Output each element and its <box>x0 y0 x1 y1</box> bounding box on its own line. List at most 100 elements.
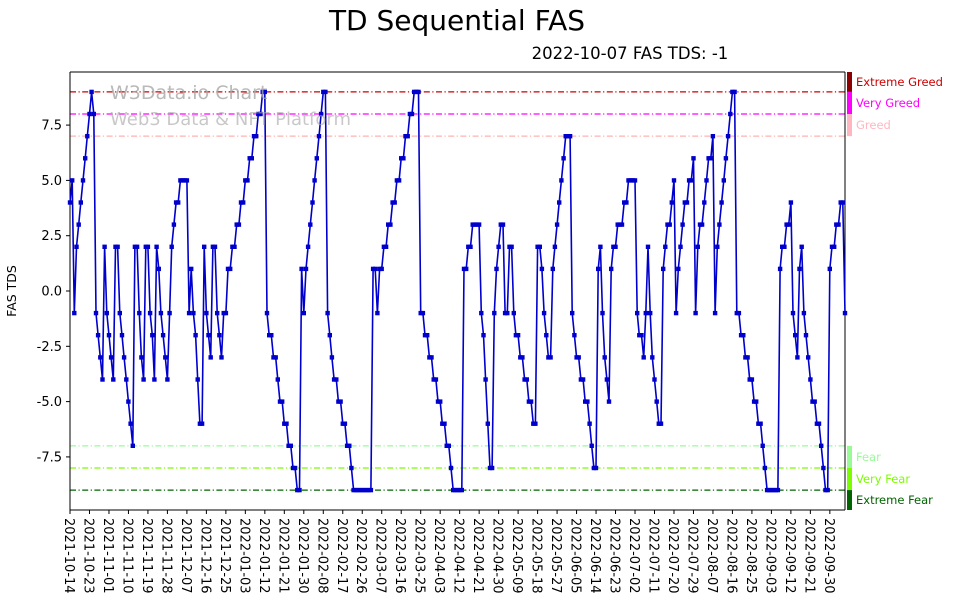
data-point-marker <box>288 443 293 448</box>
data-point-marker <box>325 310 330 316</box>
data-point-marker <box>269 333 274 338</box>
data-point-marker <box>836 222 841 227</box>
data-point-marker <box>604 377 610 382</box>
data-point-marker <box>758 421 763 426</box>
data-point-marker <box>505 310 510 316</box>
data-point-marker <box>476 222 482 227</box>
x-tick-label: 2022-01-12 <box>256 518 271 594</box>
data-point-marker <box>429 355 434 360</box>
data-point-marker <box>425 333 430 338</box>
data-point-marker <box>459 487 464 493</box>
data-point-marker <box>598 244 603 249</box>
data-point-marker <box>806 355 811 360</box>
data-point-marker <box>619 222 625 227</box>
data-point-marker <box>416 89 421 95</box>
data-point-marker <box>533 421 538 426</box>
x-tick-label: 2022-08-25 <box>743 518 758 594</box>
data-point-marker <box>126 399 131 404</box>
data-point-marker <box>199 421 205 426</box>
data-point-marker <box>70 178 75 183</box>
x-tick-label: 2022-02-17 <box>334 518 349 594</box>
data-point-marker <box>297 487 302 493</box>
data-point-marker <box>189 266 194 272</box>
x-tick-label: 2021-11-01 <box>100 518 115 594</box>
data-point-marker <box>405 134 410 139</box>
x-tick-label: 2021-11-28 <box>158 518 173 594</box>
data-point-marker <box>567 134 573 139</box>
data-point-marker <box>699 222 705 227</box>
data-point-marker <box>383 244 389 249</box>
zone-bar-extreme-greed <box>847 72 852 92</box>
data-point-marker <box>762 465 768 471</box>
data-point-marker <box>483 377 488 382</box>
data-point-marker <box>368 487 374 493</box>
data-point-marker <box>606 399 612 404</box>
data-point-marker <box>819 443 824 448</box>
data-point-marker <box>680 222 685 227</box>
data-point-marker <box>217 333 222 338</box>
data-point-marker <box>485 421 490 426</box>
data-point-marker <box>323 89 328 95</box>
data-point-marker <box>728 111 733 117</box>
data-point-marker <box>632 178 638 183</box>
data-point-marker <box>156 266 161 272</box>
data-point-marker <box>152 377 157 382</box>
data-point-marker <box>108 355 114 360</box>
data-point-marker <box>704 178 709 183</box>
x-tick-label: 2022-01-03 <box>236 518 251 594</box>
x-tick-label: 2022-06-23 <box>607 518 622 594</box>
x-tick-label: 2022-01-30 <box>295 518 310 594</box>
data-point-marker <box>777 266 783 272</box>
x-tick-label: 2022-05-18 <box>529 518 544 594</box>
data-point-marker <box>754 399 759 404</box>
data-point-marker <box>219 355 224 360</box>
data-point-marker <box>141 377 146 382</box>
x-tick-label: 2021-12-25 <box>217 518 232 594</box>
data-point-marker <box>245 178 250 183</box>
data-point-marker <box>749 377 755 382</box>
data-point-marker <box>717 222 722 227</box>
x-tick-label: 2022-08-07 <box>704 518 719 594</box>
data-point-marker <box>121 355 127 360</box>
data-point-marker <box>719 200 724 205</box>
data-point-marker <box>635 310 640 316</box>
data-point-marker <box>284 421 289 426</box>
data-point-marker <box>561 156 566 161</box>
data-point-marker <box>524 377 529 382</box>
data-point-marker <box>347 443 352 448</box>
data-point-marker <box>292 465 298 471</box>
data-point-marker <box>310 200 315 205</box>
chart-title: TD Sequential FAS <box>328 4 586 37</box>
data-point-marker <box>329 355 335 360</box>
data-point-marker <box>782 244 787 249</box>
data-point-marker <box>494 266 499 272</box>
data-point-marker <box>93 310 99 316</box>
data-point-marker <box>206 333 211 338</box>
chart-subtitle: 2022-10-07 FAS TDS: -1 <box>531 44 729 63</box>
x-tick-label: 2022-01-21 <box>275 518 290 594</box>
data-point-marker <box>496 244 501 249</box>
data-point-marker <box>388 222 393 227</box>
data-point-marker <box>589 443 594 448</box>
data-point-marker <box>193 333 198 338</box>
x-tick-label: 2022-09-30 <box>821 518 836 594</box>
data-point-marker <box>712 310 718 316</box>
x-tick-label: 2022-03-16 <box>392 518 407 594</box>
data-point-marker <box>316 134 322 139</box>
x-tick-label: 2022-03-07 <box>373 518 388 594</box>
data-point-marker <box>228 266 233 272</box>
data-point-marker <box>786 222 791 227</box>
x-tick-label: 2022-07-29 <box>684 518 699 594</box>
x-tick-label: 2022-04-21 <box>470 518 485 594</box>
data-point-marker <box>147 310 153 316</box>
data-point-marker <box>154 244 159 249</box>
data-point-marker <box>338 399 343 404</box>
data-point-marker <box>115 244 120 249</box>
data-point-marker <box>124 377 129 382</box>
data-point-marker <box>438 399 443 404</box>
data-point-marker <box>537 244 542 249</box>
data-point-marker <box>585 399 590 404</box>
data-point-marker <box>788 200 794 205</box>
